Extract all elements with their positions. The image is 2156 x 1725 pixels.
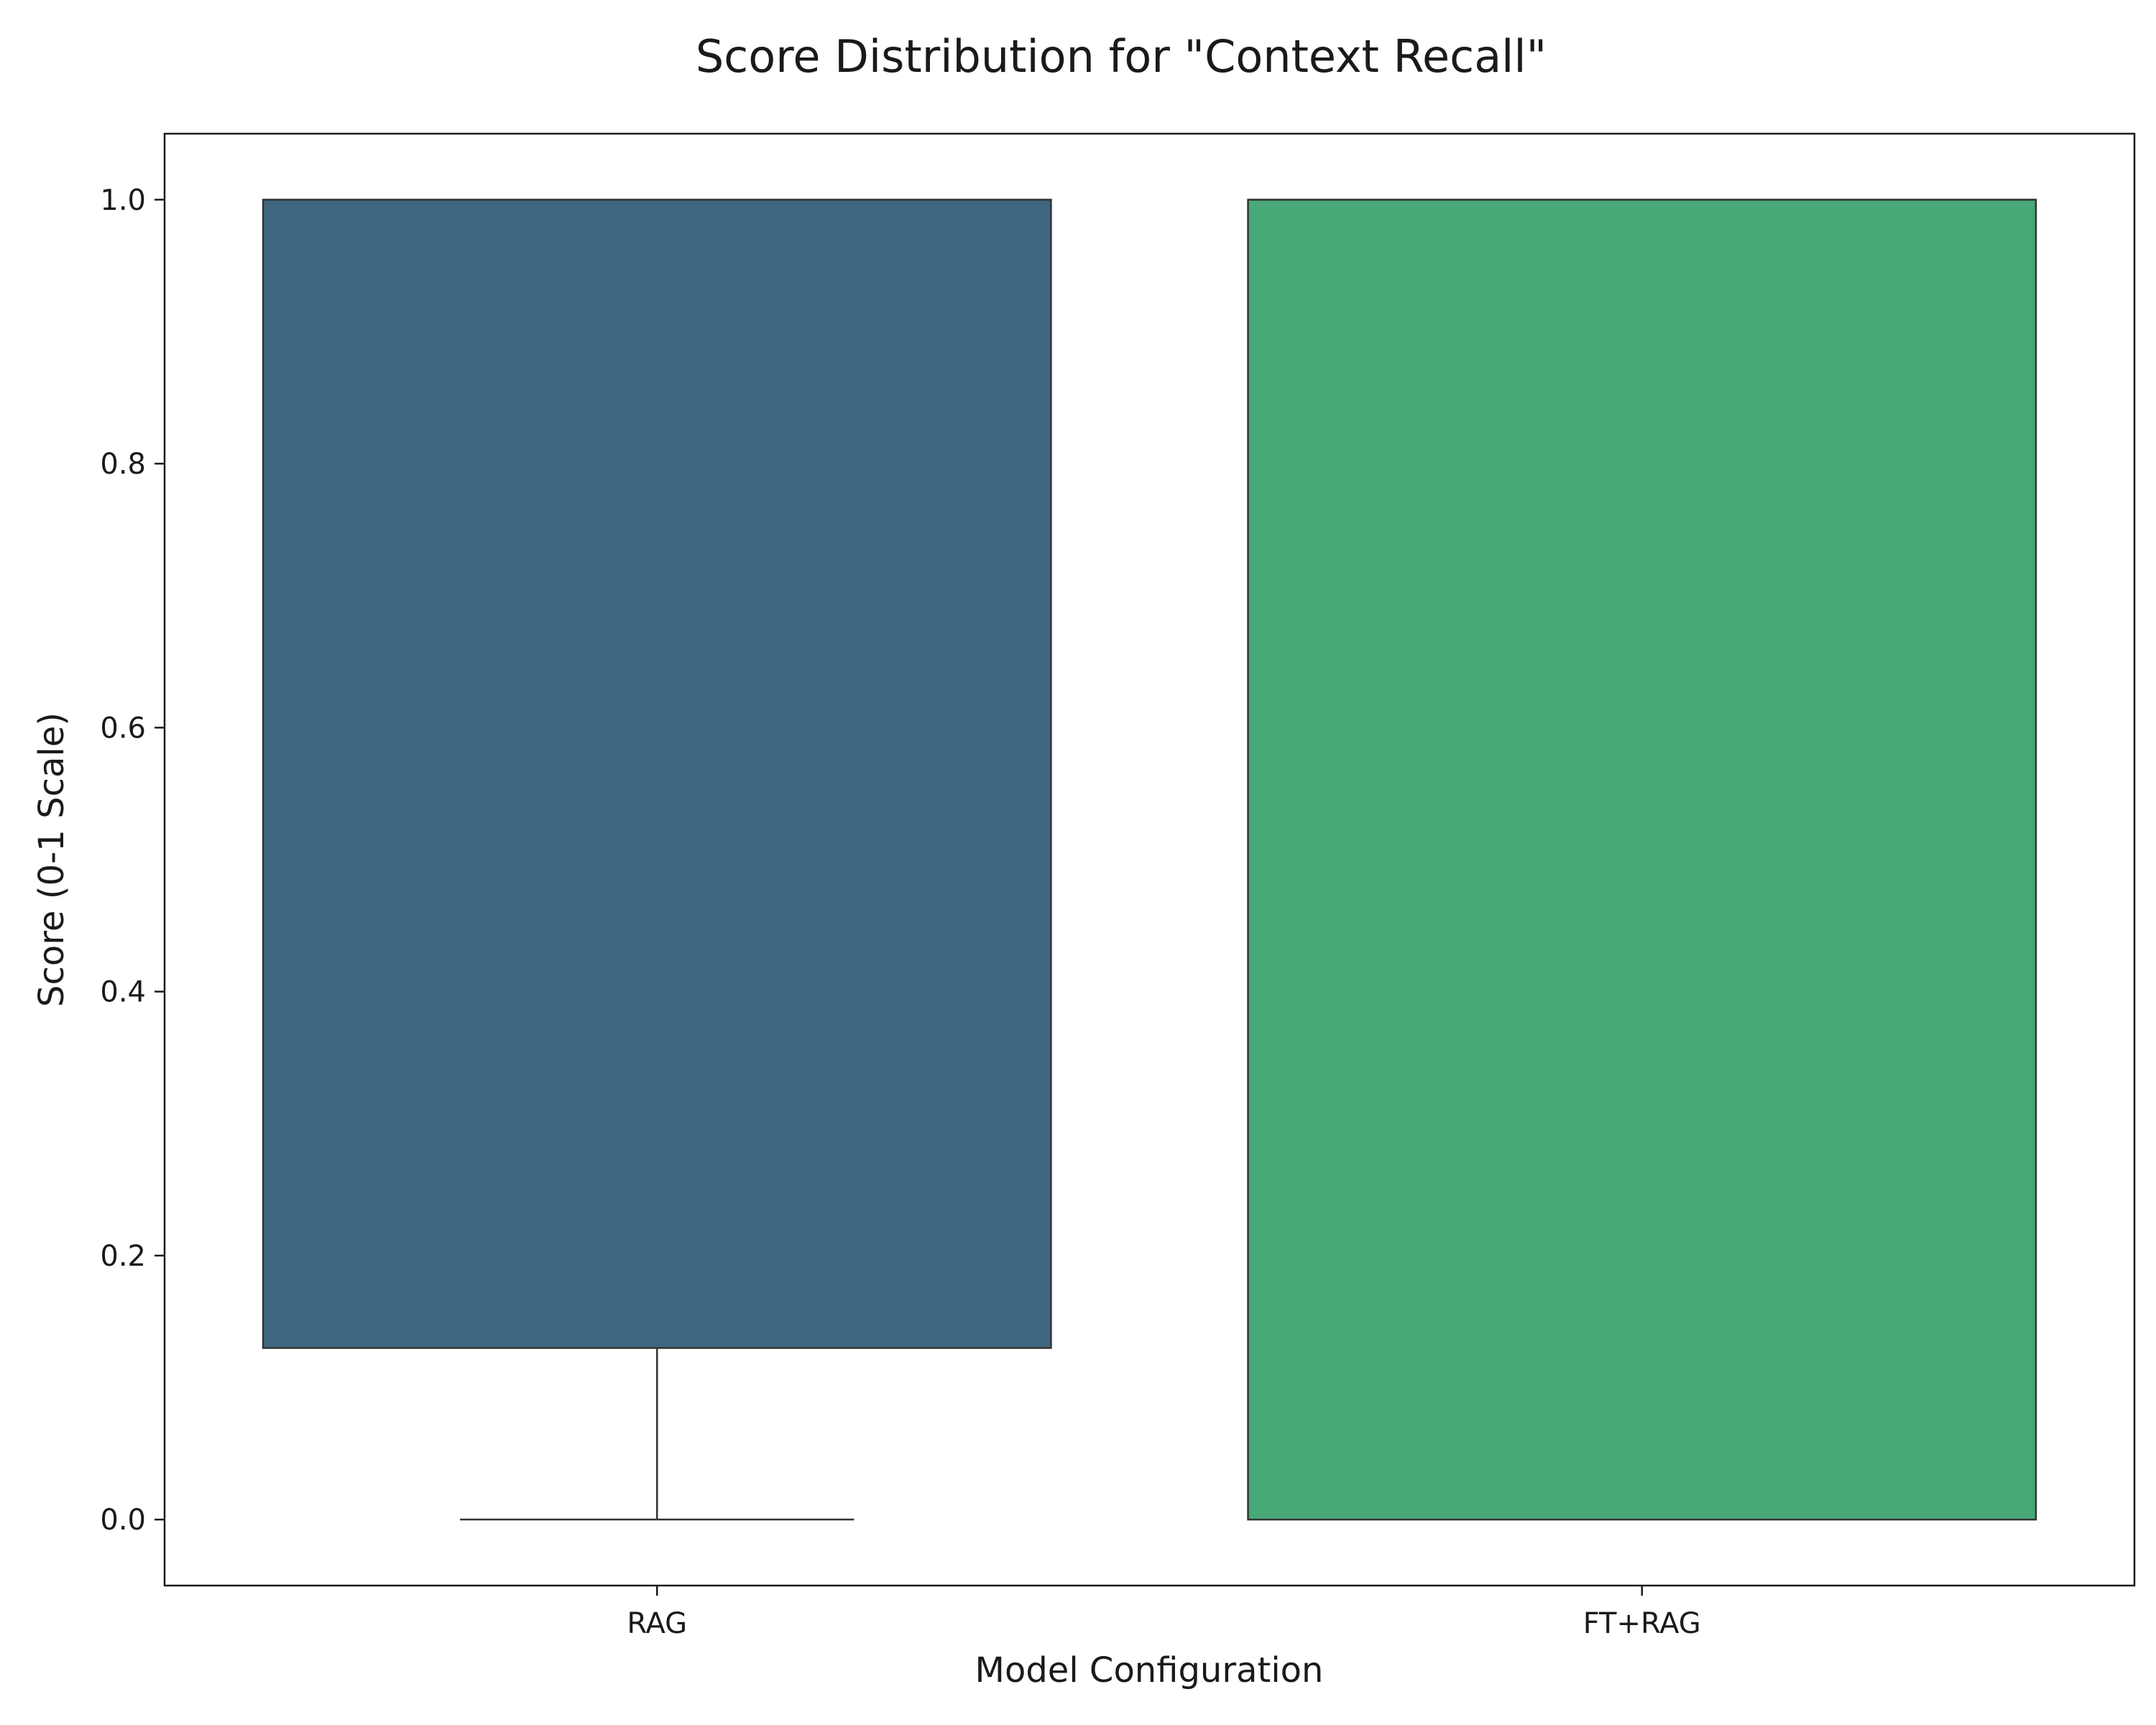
box-rag <box>262 198 1052 1521</box>
y-tick-label: 0.4 <box>100 976 146 1009</box>
box-ft-rag <box>1247 198 2037 1521</box>
x-axis-label: Model Configuration <box>975 1650 1324 1690</box>
y-tick-label: 0.8 <box>100 448 146 481</box>
plot-area-frame <box>163 132 2136 1587</box>
box-body <box>1247 198 2037 1521</box>
y-tick-label: 0.6 <box>100 712 146 745</box>
y-axis-label: Score (0-1 Scale) <box>32 712 72 1007</box>
x-tick-label: FT+RAG <box>1583 1607 1701 1640</box>
y-tick-label: 1.0 <box>100 184 146 217</box>
x-tick-label: RAG <box>627 1607 687 1640</box>
chart-title: Score Distribution for "Context Recall" <box>696 30 1547 83</box>
y-axis-ticks: 0.0 0.2 0.4 0.6 0.8 1.0 <box>100 184 165 1537</box>
x-axis-ticks: RAG FT+RAG <box>627 1586 1701 1640</box>
y-tick-label: 0.0 <box>100 1504 146 1537</box>
y-tick-label: 0.2 <box>100 1240 146 1273</box>
box-body <box>262 198 1052 1349</box>
box-group <box>262 198 2037 1521</box>
